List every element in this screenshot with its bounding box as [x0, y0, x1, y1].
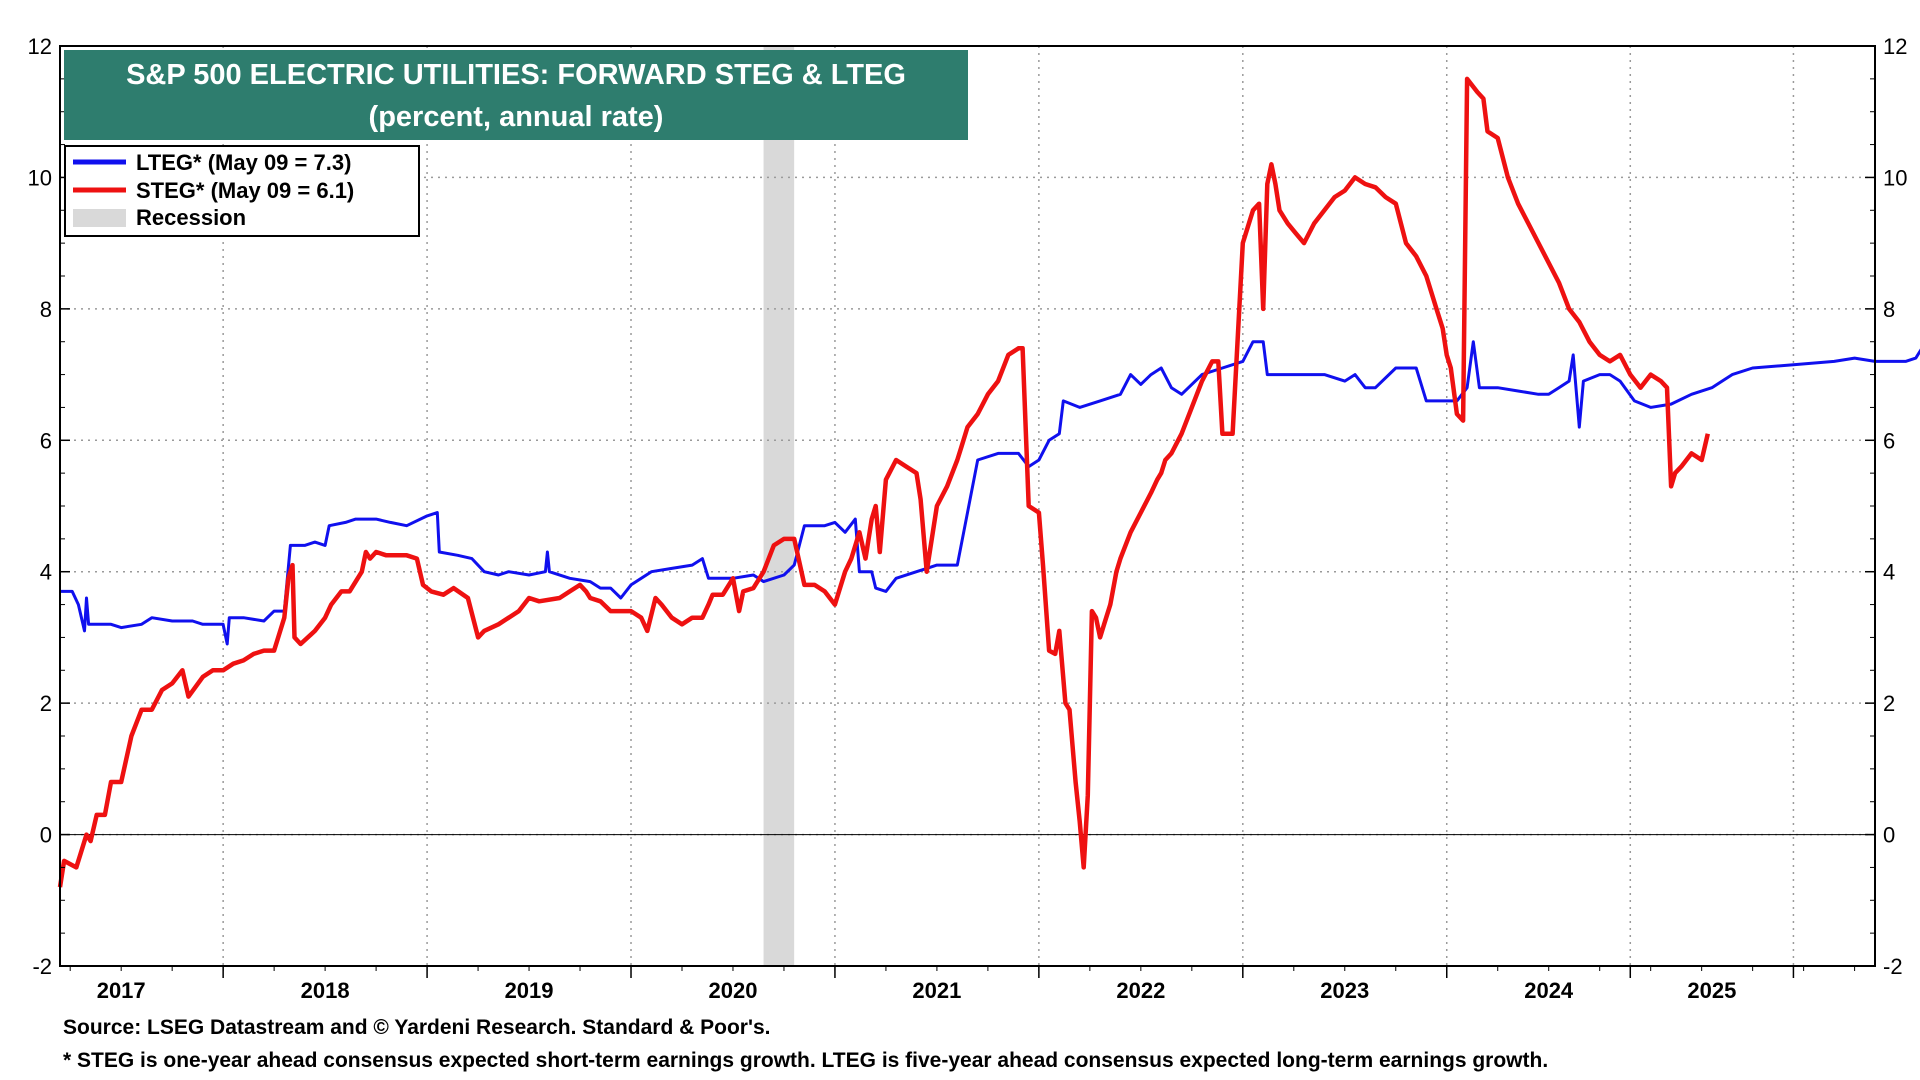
definition-note: * STEG is one-year ahead consensus expec…	[63, 1049, 1549, 1072]
legend-swatch-recession	[73, 209, 126, 227]
y-tick-label-right: 0	[1883, 823, 1895, 848]
y-tick-label-right: 8	[1883, 297, 1895, 322]
y-tick-label-right: 2	[1883, 691, 1895, 716]
legend-label-steg: STEG* (May 09 = 6.1)	[136, 178, 354, 203]
x-tick-label: 2018	[301, 978, 350, 1003]
axes: -2 -2 0 0 2 2 4 4 6 6 8 8 10 10 12 12 2017 2018 2019 2020 20…	[28, 34, 1908, 1003]
legend-label-recession: Recession	[136, 205, 246, 230]
y-tick-label-left: 12	[28, 34, 52, 59]
x-tick-label: 2017	[97, 978, 146, 1003]
legend-label-lteg: LTEG* (May 09 = 7.3)	[136, 150, 351, 175]
recession-bands	[763, 46, 795, 966]
y-tick-label-right: 10	[1883, 165, 1907, 190]
y-tick-label-right: -2	[1883, 954, 1903, 979]
y-tick-label-left: 6	[40, 428, 52, 453]
title-box	[64, 50, 968, 140]
series-line-steg	[57, 76, 1710, 888]
x-tick-label: 2023	[1320, 978, 1369, 1003]
x-tick-label: 2025	[1687, 978, 1736, 1003]
legend: LTEG* (May 09 = 7.3) STEG* (May 09 = 6.1…	[64, 145, 420, 237]
x-tick-label: 2024	[1524, 978, 1574, 1003]
x-tick-label: 2021	[912, 978, 961, 1003]
y-tick-label-left: 0	[40, 823, 52, 848]
x-tick-label: 2020	[709, 978, 758, 1003]
y-tick-label-left: 2	[40, 691, 52, 716]
chart-subtitle: (percent, annual rate)	[369, 101, 664, 133]
y-tick-label-left: 4	[40, 560, 52, 585]
y-tick-label-right: 4	[1883, 560, 1895, 585]
x-tick-label: 2022	[1116, 978, 1165, 1003]
x-tick-label: 2019	[505, 978, 554, 1003]
chart-title: S&P 500 ELECTRIC UTILITIES: FORWARD STEG…	[126, 59, 906, 91]
y-tick-label-right: 6	[1883, 428, 1895, 453]
recession-band	[763, 46, 795, 966]
y-tick-label-right: 12	[1883, 34, 1907, 59]
series-lines	[57, 76, 1920, 888]
y-tick-label-left: 10	[28, 165, 52, 190]
source-note: Source: LSEG Datastream and © Yardeni Re…	[63, 1016, 771, 1039]
series-line-lteg	[60, 340, 1920, 646]
y-tick-label-left: -2	[32, 954, 52, 979]
y-tick-label-left: 8	[40, 297, 52, 322]
